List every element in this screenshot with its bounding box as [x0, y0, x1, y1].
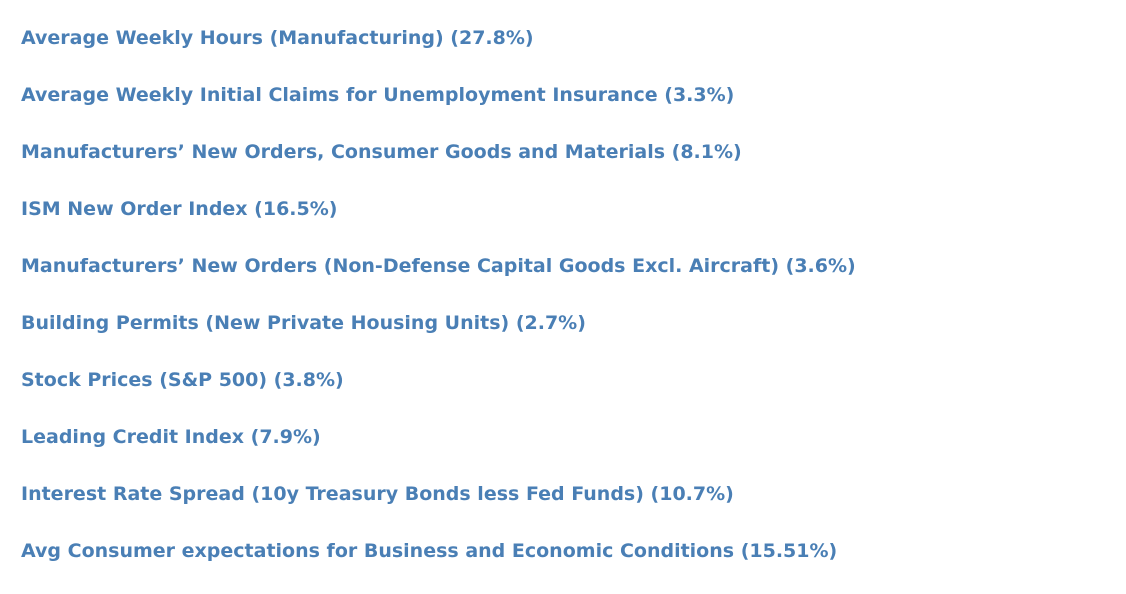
list-item: Manufacturers’ New Orders, Consumer Good… — [21, 138, 856, 195]
indicator-link-ism-new-order-index[interactable]: ISM New Order Index (16.5%) — [21, 198, 338, 220]
indicator-link-initial-claims[interactable]: Average Weekly Initial Claims for Unempl… — [21, 84, 735, 106]
list-item: Average Weekly Initial Claims for Unempl… — [21, 81, 856, 138]
indicator-link-capital-goods-orders[interactable]: Manufacturers’ New Orders (Non-Defense C… — [21, 255, 856, 277]
indicator-link-interest-rate-spread[interactable]: Interest Rate Spread (10y Treasury Bonds… — [21, 483, 734, 505]
indicator-link-leading-credit-index[interactable]: Leading Credit Index (7.9%) — [21, 426, 321, 448]
indicator-link-building-permits[interactable]: Building Permits (New Private Housing Un… — [21, 312, 586, 334]
list-item: Leading Credit Index (7.9%) — [21, 423, 856, 480]
list-item: Average Weekly Hours (Manufacturing) (27… — [21, 24, 856, 81]
list-item: Manufacturers’ New Orders (Non-Defense C… — [21, 252, 856, 309]
list-item: Building Permits (New Private Housing Un… — [21, 309, 856, 366]
list-item: Stock Prices (S&P 500) (3.8%) — [21, 366, 856, 423]
indicator-list: Average Weekly Hours (Manufacturing) (27… — [21, 24, 856, 594]
indicator-link-average-weekly-hours[interactable]: Average Weekly Hours (Manufacturing) (27… — [21, 27, 534, 49]
indicator-link-consumer-goods-orders[interactable]: Manufacturers’ New Orders, Consumer Good… — [21, 141, 742, 163]
indicator-link-consumer-expectations[interactable]: Avg Consumer expectations for Business a… — [21, 540, 838, 562]
indicator-link-stock-prices[interactable]: Stock Prices (S&P 500) (3.8%) — [21, 369, 344, 391]
list-item: Interest Rate Spread (10y Treasury Bonds… — [21, 480, 856, 537]
list-item: Avg Consumer expectations for Business a… — [21, 537, 856, 594]
list-item: ISM New Order Index (16.5%) — [21, 195, 856, 252]
